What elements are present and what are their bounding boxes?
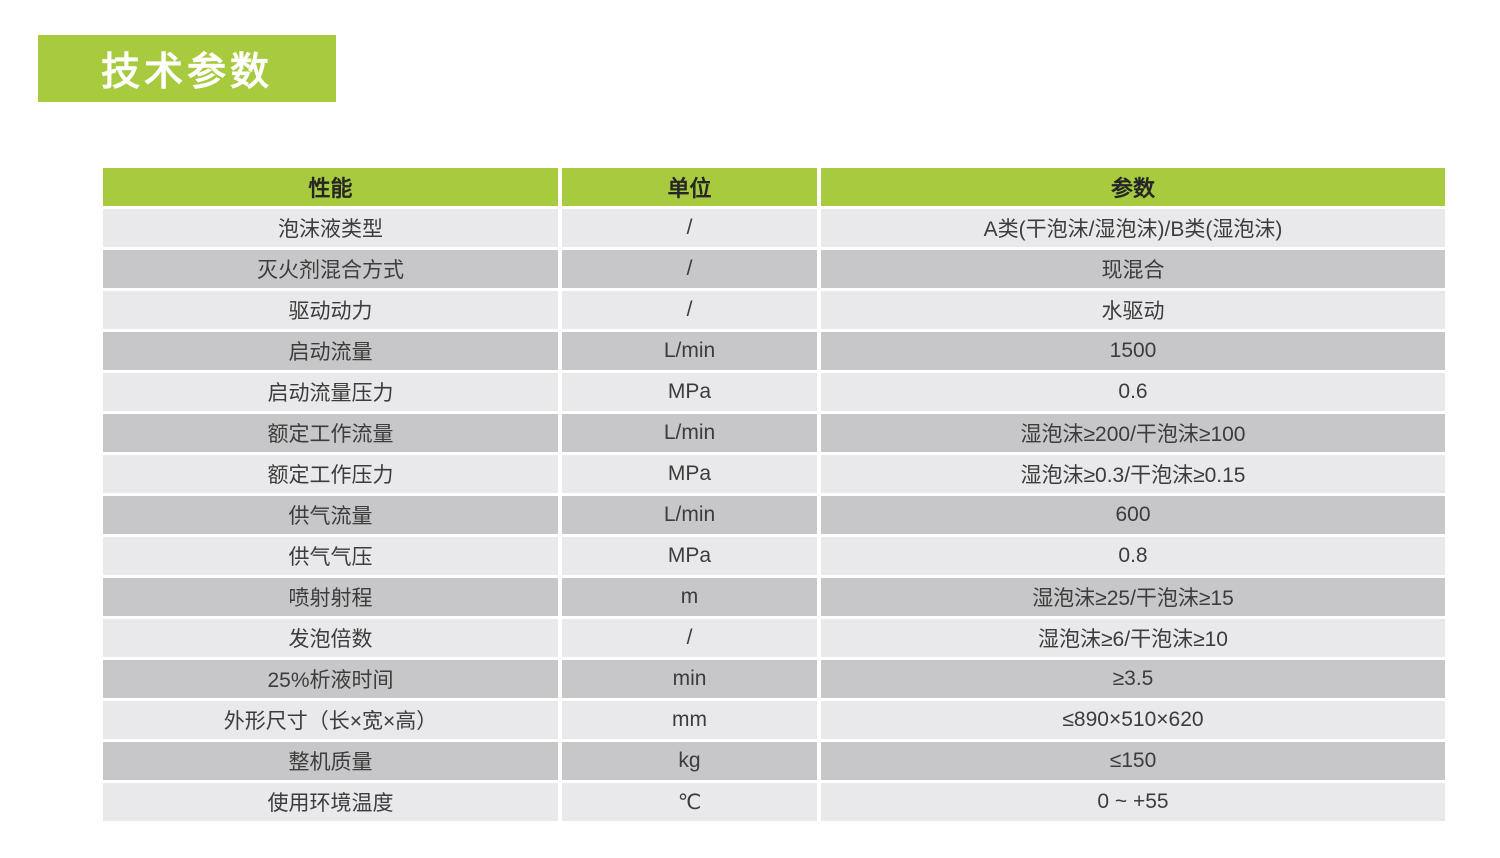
- spec-value-cell: 0.8: [821, 537, 1445, 575]
- spec-table: 性能 单位 参数 泡沫液类型 / A类(干泡沫/湿泡沫)/B类(湿泡沫) 灭火剂…: [103, 168, 1445, 821]
- spec-unit-cell: L/min: [562, 496, 817, 534]
- table-row: 供气流量 L/min 600: [103, 496, 1445, 534]
- spec-label-cell: 驱动动力: [103, 291, 558, 329]
- table-row: 25%析液时间 min ≥3.5: [103, 660, 1445, 698]
- spec-value-cell: 0.6: [821, 373, 1445, 411]
- spec-label-cell: 灭火剂混合方式: [103, 250, 558, 288]
- spec-unit-cell: L/min: [562, 332, 817, 370]
- spec-value-cell: ≤150: [821, 742, 1445, 780]
- spec-label-cell: 泡沫液类型: [103, 209, 558, 247]
- spec-label-cell: 外形尺寸（长×宽×高）: [103, 701, 558, 739]
- spec-label-cell: 供气流量: [103, 496, 558, 534]
- spec-unit-cell: kg: [562, 742, 817, 780]
- spec-unit-cell: MPa: [562, 455, 817, 493]
- spec-unit-cell: MPa: [562, 537, 817, 575]
- spec-label-cell: 启动流量: [103, 332, 558, 370]
- table-row: 启动流量 L/min 1500: [103, 332, 1445, 370]
- spec-unit-cell: mm: [562, 701, 817, 739]
- spec-label-cell: 发泡倍数: [103, 619, 558, 657]
- spec-unit-cell: m: [562, 578, 817, 616]
- spec-label-cell: 额定工作流量: [103, 414, 558, 452]
- spec-value-cell: 湿泡沫≥25/干泡沫≥15: [821, 578, 1445, 616]
- header-parameter: 参数: [821, 168, 1445, 206]
- spec-value-cell: 现混合: [821, 250, 1445, 288]
- header-unit: 单位: [562, 168, 817, 206]
- table-row: 额定工作压力 MPa 湿泡沫≥0.3/干泡沫≥0.15: [103, 455, 1445, 493]
- spec-unit-cell: /: [562, 619, 817, 657]
- spec-value-cell: 水驱动: [821, 291, 1445, 329]
- page-title: 技术参数: [38, 35, 336, 102]
- spec-label-cell: 喷射射程: [103, 578, 558, 616]
- page-title-text: 技术参数: [100, 50, 273, 94]
- spec-unit-cell: /: [562, 209, 817, 247]
- spec-unit-cell: /: [562, 291, 817, 329]
- spec-value-cell: 600: [821, 496, 1445, 534]
- table-row: 喷射射程 m 湿泡沫≥25/干泡沫≥15: [103, 578, 1445, 616]
- table-row: 泡沫液类型 / A类(干泡沫/湿泡沫)/B类(湿泡沫): [103, 209, 1445, 247]
- table-row: 供气气压 MPa 0.8: [103, 537, 1445, 575]
- spec-label-cell: 供气气压: [103, 537, 558, 575]
- table-row: 使用环境温度 ℃ 0 ~ +55: [103, 783, 1445, 821]
- spec-value-cell: 湿泡沫≥6/干泡沫≥10: [821, 619, 1445, 657]
- spec-value-cell: 湿泡沫≥0.3/干泡沫≥0.15: [821, 455, 1445, 493]
- table-row: 灭火剂混合方式 / 现混合: [103, 250, 1445, 288]
- spec-label-cell: 25%析液时间: [103, 660, 558, 698]
- spec-label-cell: 额定工作压力: [103, 455, 558, 493]
- spec-unit-cell: MPa: [562, 373, 817, 411]
- table-row: 额定工作流量 L/min 湿泡沫≥200/干泡沫≥100: [103, 414, 1445, 452]
- table-row: 发泡倍数 / 湿泡沫≥6/干泡沫≥10: [103, 619, 1445, 657]
- table-header-row: 性能 单位 参数: [103, 168, 1445, 206]
- table-row: 启动流量压力 MPa 0.6: [103, 373, 1445, 411]
- spec-value-cell: A类(干泡沫/湿泡沫)/B类(湿泡沫): [821, 209, 1445, 247]
- spec-value-cell: 1500: [821, 332, 1445, 370]
- spec-value-cell: ≥3.5: [821, 660, 1445, 698]
- spec-value-cell: ≤890×510×620: [821, 701, 1445, 739]
- spec-unit-cell: min: [562, 660, 817, 698]
- spec-unit-cell: ℃: [562, 783, 817, 821]
- header-performance: 性能: [103, 168, 558, 206]
- spec-label-cell: 整机质量: [103, 742, 558, 780]
- spec-label-cell: 启动流量压力: [103, 373, 558, 411]
- spec-unit-cell: /: [562, 250, 817, 288]
- table-row: 外形尺寸（长×宽×高） mm ≤890×510×620: [103, 701, 1445, 739]
- spec-label-cell: 使用环境温度: [103, 783, 558, 821]
- spec-value-cell: 湿泡沫≥200/干泡沫≥100: [821, 414, 1445, 452]
- table-row: 整机质量 kg ≤150: [103, 742, 1445, 780]
- table-row: 驱动动力 / 水驱动: [103, 291, 1445, 329]
- spec-value-cell: 0 ~ +55: [821, 783, 1445, 821]
- spec-unit-cell: L/min: [562, 414, 817, 452]
